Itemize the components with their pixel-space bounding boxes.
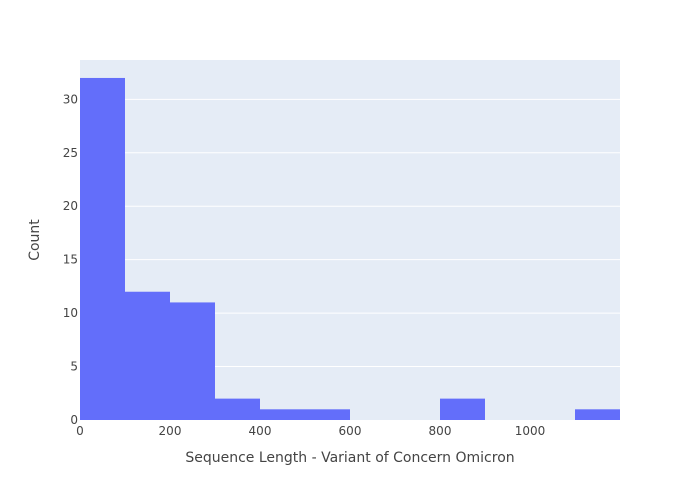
x-tick-label-200: 200 (159, 424, 182, 438)
histogram-bar-800-900 (440, 398, 485, 420)
y-axis-ticks: 0 5 10 15 20 25 30 (63, 92, 78, 427)
y-tick-label-0: 0 (70, 413, 78, 427)
y-axis-title: Count (27, 219, 43, 261)
histogram-bar-300-400 (215, 398, 260, 420)
histogram-bar-0-100 (80, 77, 125, 420)
x-tick-label-1000: 1000 (515, 424, 546, 438)
y-tick-label-25: 25 (63, 146, 78, 160)
x-tick-label-400: 400 (249, 424, 272, 438)
y-tick-label-15: 15 (63, 253, 78, 267)
x-tick-label-600: 600 (339, 424, 362, 438)
x-tick-label-0: 0 (76, 424, 84, 438)
y-tick-label-30: 30 (63, 92, 78, 106)
y-tick-label-20: 20 (63, 199, 78, 213)
histogram-bar-400-500 (260, 409, 305, 420)
x-axis-ticks: 0 200 400 600 800 1000 (76, 424, 545, 438)
histogram-bar-1100-1200 (575, 409, 620, 420)
y-tick-label-10: 10 (63, 306, 78, 320)
x-axis-title: Sequence Length - Variant of Concern Omi… (185, 450, 514, 466)
bars (80, 77, 620, 420)
histogram-bar-200-300 (170, 302, 215, 420)
y-tick-label-5: 5 (70, 360, 78, 374)
histogram-bar-500-600 (305, 409, 350, 420)
x-tick-label-800: 800 (429, 424, 452, 438)
histogram-bar-100-200 (125, 291, 170, 420)
